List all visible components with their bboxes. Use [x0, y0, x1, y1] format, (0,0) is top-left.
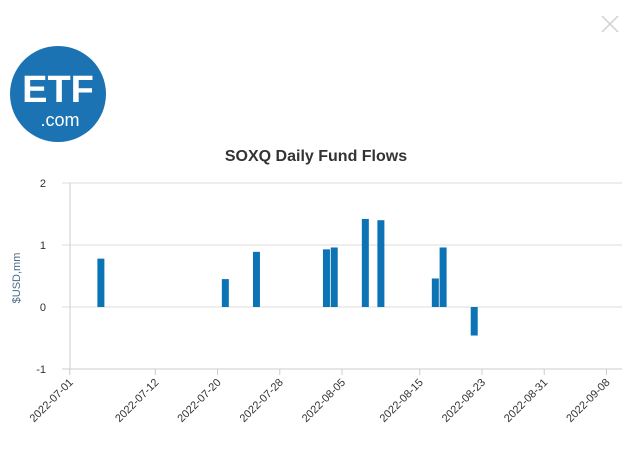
y-tick-label: -1 — [36, 364, 46, 376]
y-tick-label: 0 — [40, 302, 46, 314]
y-tick-label: 2 — [40, 178, 46, 190]
flow-bar[interactable] — [470, 307, 478, 336]
x-tick-label: 2022-07-20 — [175, 377, 223, 425]
flow-bar[interactable] — [377, 220, 385, 307]
flow-bar[interactable] — [330, 247, 338, 307]
logo-sub-text: .com — [40, 110, 79, 130]
flow-bar[interactable] — [252, 251, 260, 307]
y-tick-label: 1 — [40, 240, 46, 252]
etf-logo-graphic: ETF .com — [10, 46, 106, 142]
x-tick-label: 2022-07-28 — [238, 377, 286, 425]
flow-bar[interactable] — [439, 247, 447, 307]
flow-bar[interactable] — [221, 279, 229, 307]
x-tick-label: 2022-08-05 — [300, 377, 348, 425]
y-axis-label: $USD,mm — [11, 253, 23, 304]
x-tick-label: 2022-08-15 — [378, 377, 426, 425]
flow-bar[interactable] — [322, 249, 330, 307]
x-tick-label: 2022-09-08 — [564, 377, 612, 425]
x-tick-label: 2022-08-23 — [440, 377, 488, 425]
etf-logo[interactable]: ETF .com — [10, 46, 106, 142]
logo-main-text: ETF — [22, 69, 94, 111]
fund-flows-chart: -1 0 1 2 2022-07-01 2022-07-12 2022-07-20 2022-… — [11, 178, 622, 425]
x-tick-label: 2022-08-31 — [502, 377, 550, 425]
close-button[interactable] — [598, 12, 622, 36]
close-icon — [601, 15, 619, 33]
chart-title: SOXQ Daily Fund Flows — [224, 148, 408, 165]
flow-bar[interactable] — [431, 278, 439, 307]
flow-bar[interactable] — [97, 258, 105, 307]
x-tick-label: 2022-07-12 — [113, 377, 161, 425]
x-tick-label: 2022-07-01 — [28, 377, 76, 425]
flow-bar[interactable] — [361, 218, 369, 307]
